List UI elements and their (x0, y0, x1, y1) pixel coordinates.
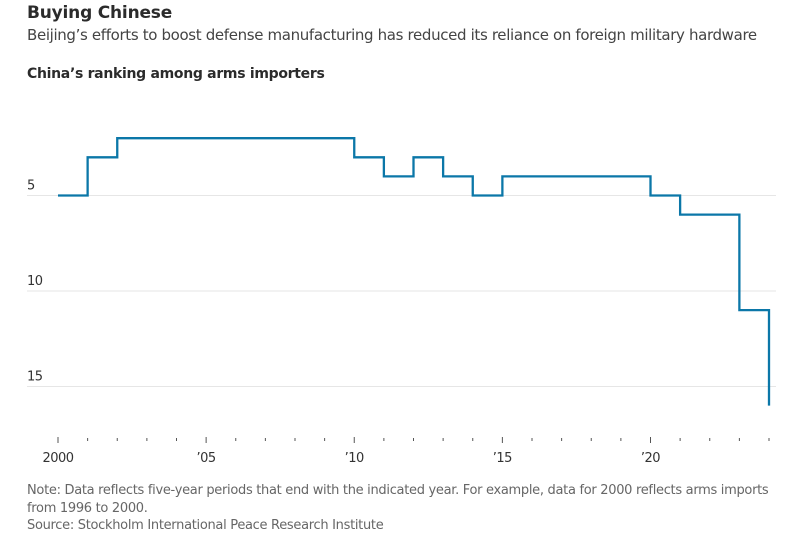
y-axis-labels: 5 10 15 (27, 179, 43, 385)
chart-note: Note: Data reflects five-year periods th… (27, 483, 769, 516)
x-axis: 2000 ’05 ’10 ’15 ’20 (42, 437, 770, 466)
x-tick-label-2015: ’15 (493, 451, 512, 466)
x-tick-label-2005: ’05 (197, 451, 216, 466)
chart-source: Source: Stockholm International Peace Re… (27, 518, 384, 533)
chart-subtitle: Beijing’s efforts to boost defense manuf… (27, 26, 757, 44)
chart-headline: Buying Chinese (27, 3, 173, 23)
y-tick-label-15: 15 (27, 370, 43, 385)
x-tick-label-2010: ’10 (345, 451, 364, 466)
y-tick-label-5: 5 (27, 179, 35, 194)
gridlines (27, 195, 776, 387)
y-tick-label-10: 10 (27, 274, 43, 289)
x-tick-label-2020: ’20 (641, 451, 660, 466)
series-line-group (58, 137, 771, 406)
x-tick-label-2000: 2000 (42, 451, 73, 466)
chart-title: China’s ranking among arms importers (27, 66, 325, 82)
series-line-0 (58, 137, 771, 406)
